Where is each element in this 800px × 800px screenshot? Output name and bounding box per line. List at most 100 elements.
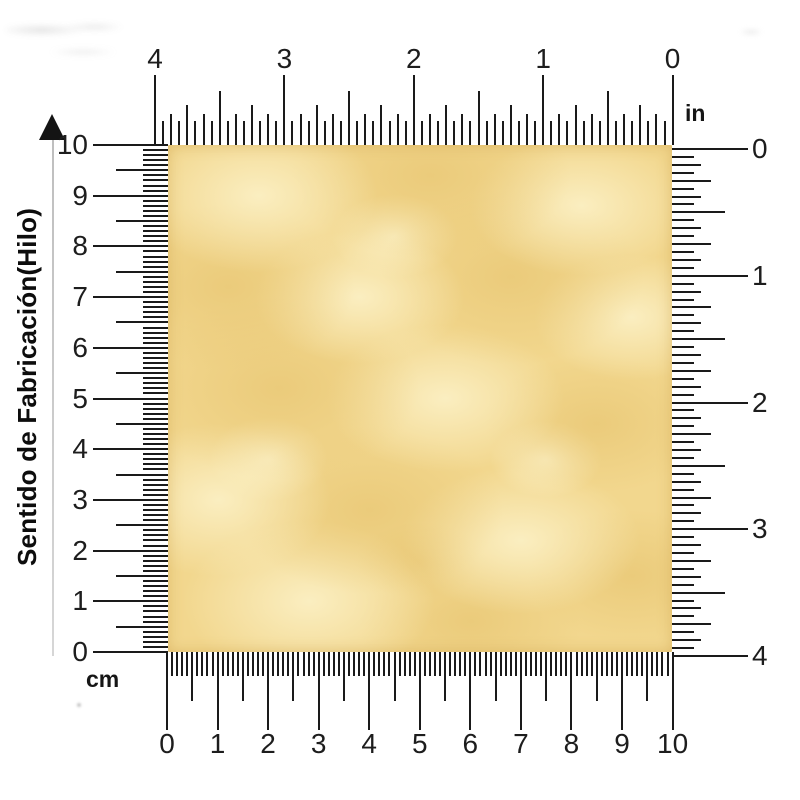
left-ruler-tick bbox=[143, 590, 168, 593]
top-ruler-tick bbox=[162, 121, 165, 145]
right-ruler-tick bbox=[672, 385, 701, 388]
bottom-ruler-tick bbox=[671, 652, 674, 730]
bottom-ruler-tick bbox=[575, 652, 578, 676]
bottom-ruler-tick bbox=[257, 652, 259, 676]
right-ruler-tick bbox=[672, 369, 711, 372]
right-ruler-tick bbox=[672, 567, 694, 570]
right-ruler-tick bbox=[672, 409, 694, 412]
right-ruler-tick bbox=[672, 377, 694, 380]
bottom-ruler-tick bbox=[519, 652, 522, 730]
bottom-ruler-tick bbox=[469, 652, 472, 730]
top-ruler-tick bbox=[517, 121, 520, 145]
left-ruler-tick bbox=[143, 164, 168, 167]
bottom-ruler-tick bbox=[615, 652, 618, 676]
left-ruler-tick bbox=[143, 402, 168, 405]
left-ruler-tick bbox=[93, 346, 168, 349]
left-ruler-tick bbox=[143, 306, 168, 309]
bottom-ruler-tick bbox=[418, 652, 421, 730]
right-ruler-tick bbox=[672, 607, 701, 610]
right-ruler-tick bbox=[672, 544, 701, 547]
left-ruler-number: 3 bbox=[72, 483, 88, 515]
top-ruler-tick bbox=[380, 105, 383, 145]
right-ruler-tick bbox=[672, 401, 748, 404]
top-ruler-tick bbox=[234, 114, 237, 145]
bottom-ruler-tick bbox=[444, 652, 447, 701]
left-ruler-tick bbox=[143, 179, 168, 182]
bottom-ruler-tick bbox=[231, 652, 234, 676]
bottom-ruler-tick bbox=[388, 652, 391, 676]
bottom-ruler-tick bbox=[267, 652, 270, 730]
top-ruler-tick bbox=[283, 75, 286, 145]
bottom-ruler-tick bbox=[656, 652, 659, 676]
left-ruler-tick bbox=[143, 585, 168, 588]
bottom-ruler-tick bbox=[262, 652, 265, 676]
bottom-ruler-tick bbox=[423, 652, 426, 676]
top-ruler-number: 4 bbox=[147, 43, 163, 74]
bottom-ruler-tick bbox=[535, 652, 538, 676]
bottom-ruler-tick bbox=[176, 652, 179, 676]
top-ruler-tick bbox=[194, 121, 197, 145]
bottom-ruler-tick bbox=[408, 652, 411, 676]
bottom-ruler-tick bbox=[186, 652, 189, 676]
left-ruler-number: 8 bbox=[72, 230, 88, 262]
right-ruler-tick bbox=[672, 512, 701, 515]
bottom-ruler-tick bbox=[666, 652, 669, 676]
right-ruler-tick bbox=[672, 639, 701, 642]
left-ruler-tick bbox=[143, 554, 168, 557]
left-ruler-tick bbox=[143, 488, 168, 491]
right-ruler-tick bbox=[672, 227, 701, 230]
left-ruler-tick bbox=[143, 392, 168, 395]
bottom-ruler-tick bbox=[191, 652, 194, 701]
bottom-ruler-tick bbox=[206, 652, 209, 676]
bottom-ruler-tick bbox=[226, 652, 229, 676]
right-ruler-tick bbox=[672, 417, 701, 420]
left-ruler-tick bbox=[143, 291, 168, 294]
left-ruler-tick bbox=[143, 240, 168, 243]
bottom-ruler-tick bbox=[621, 652, 624, 730]
left-ruler-tick bbox=[143, 630, 168, 633]
bottom-ruler-tick bbox=[246, 652, 249, 676]
bottom-ruler-tick bbox=[570, 652, 573, 730]
left-ruler-tick bbox=[143, 620, 168, 623]
right-ruler-tick bbox=[672, 171, 694, 174]
bottom-ruler-tick bbox=[646, 652, 649, 701]
right-ruler-tick bbox=[672, 615, 694, 618]
left-ruler-tick bbox=[143, 230, 168, 233]
top-ruler-tick bbox=[671, 75, 674, 145]
top-ruler-tick bbox=[251, 105, 254, 145]
right-ruler-tick bbox=[672, 536, 694, 539]
right-ruler-tick bbox=[672, 314, 694, 317]
bottom-ruler-tick bbox=[322, 652, 325, 676]
right-ruler-tick bbox=[672, 346, 694, 349]
bottom-ruler-tick bbox=[196, 652, 199, 676]
left-ruler-tick bbox=[143, 605, 168, 608]
left-ruler-number: 9 bbox=[72, 179, 88, 211]
left-ruler-number: 1 bbox=[72, 585, 88, 617]
left-ruler-tick bbox=[143, 458, 168, 461]
bottom-ruler-tick bbox=[181, 652, 184, 676]
bottom-ruler-tick bbox=[241, 652, 244, 701]
bottom-ruler-tick bbox=[398, 652, 401, 676]
left-ruler-tick bbox=[143, 367, 168, 370]
top-ruler-tick bbox=[412, 75, 415, 145]
bottom-ruler-tick bbox=[641, 652, 644, 676]
left-ruler-tick bbox=[143, 564, 168, 567]
bottom-ruler-tick bbox=[428, 652, 431, 676]
top-ruler-tick bbox=[267, 114, 270, 145]
top-ruler-tick bbox=[348, 91, 351, 145]
bottom-ruler-number: 1 bbox=[209, 728, 226, 759]
top-ruler-tick bbox=[509, 105, 512, 145]
bottom-ruler-tick bbox=[474, 652, 477, 676]
top-ruler-tick bbox=[259, 121, 262, 145]
top-ruler-tick bbox=[218, 91, 221, 145]
top-ruler-tick bbox=[356, 121, 359, 145]
bottom-ruler-tick bbox=[479, 652, 482, 676]
bottom-ruler-number: 2 bbox=[260, 728, 276, 759]
right-ruler-tick bbox=[672, 219, 694, 222]
bottom-ruler-tick bbox=[236, 652, 239, 676]
top-ruler-tick bbox=[364, 114, 367, 145]
left-ruler-tick bbox=[143, 635, 168, 638]
bottom-ruler-tick bbox=[282, 652, 285, 676]
bottom-ruler-tick bbox=[403, 652, 406, 676]
